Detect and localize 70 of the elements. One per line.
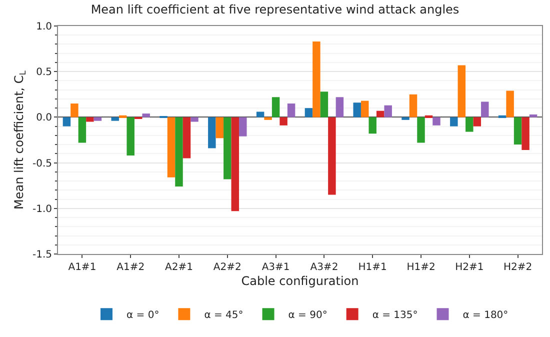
x-tick-label: A2#2 bbox=[213, 262, 242, 273]
bar bbox=[458, 65, 466, 118]
bar bbox=[514, 117, 522, 145]
bar bbox=[62, 117, 71, 126]
x-tick-label: A1#2 bbox=[116, 262, 145, 273]
bar bbox=[353, 102, 361, 118]
bar bbox=[118, 115, 127, 118]
bar bbox=[216, 117, 224, 138]
legend-label: α = 180° bbox=[462, 310, 508, 321]
bar bbox=[473, 117, 482, 126]
x-tick-label: H2#1 bbox=[455, 262, 484, 273]
x-tick-label: A2#1 bbox=[165, 262, 193, 273]
legend-label: α = 90° bbox=[288, 310, 328, 321]
legend-label: α = 45° bbox=[204, 310, 244, 321]
bar bbox=[384, 105, 392, 118]
bar bbox=[312, 42, 320, 118]
bar bbox=[360, 100, 369, 118]
bar bbox=[328, 117, 336, 195]
x-tick-label: A3#2 bbox=[310, 262, 338, 273]
x-tick-label: H2#2 bbox=[503, 262, 532, 273]
bar bbox=[376, 110, 384, 118]
bar bbox=[368, 117, 376, 134]
x-axis-title: Cable configuration bbox=[241, 274, 359, 288]
bar bbox=[239, 117, 247, 136]
bar bbox=[78, 117, 86, 143]
bar bbox=[522, 117, 530, 150]
bar bbox=[336, 97, 344, 118]
bar bbox=[231, 117, 240, 212]
bar bbox=[304, 108, 313, 118]
x-tick-label: H1#1 bbox=[358, 262, 387, 273]
x-tick-label: A3#1 bbox=[262, 262, 290, 273]
bar bbox=[432, 117, 440, 126]
bar bbox=[287, 104, 296, 118]
bar bbox=[224, 117, 232, 180]
x-tick-label: A1#1 bbox=[68, 262, 96, 273]
y-tick-label: -1.0 bbox=[32, 204, 52, 215]
bar bbox=[409, 94, 418, 118]
bar bbox=[498, 115, 506, 118]
y-tick-label: 0.0 bbox=[36, 112, 52, 124]
bar bbox=[190, 117, 198, 122]
bar bbox=[280, 117, 288, 126]
bar bbox=[182, 117, 191, 158]
bar bbox=[264, 117, 272, 120]
bar bbox=[450, 117, 458, 126]
y-tick-label: -0.5 bbox=[32, 158, 52, 170]
bar bbox=[94, 117, 102, 121]
y-tick-label: 1.0 bbox=[36, 22, 52, 32]
y-tick-label: 0.5 bbox=[36, 67, 52, 78]
x-tick-label: H1#2 bbox=[406, 262, 436, 273]
legend-label: α = 0° bbox=[126, 310, 160, 321]
bar bbox=[424, 115, 433, 118]
bar bbox=[70, 104, 78, 118]
bar bbox=[111, 117, 119, 121]
bar bbox=[417, 117, 425, 143]
bar bbox=[320, 92, 328, 118]
bar bbox=[256, 112, 264, 118]
bar bbox=[506, 90, 514, 118]
bar bbox=[481, 102, 489, 118]
y-tick-label: -1.5 bbox=[32, 250, 52, 260]
bar bbox=[142, 114, 150, 118]
bar bbox=[466, 117, 474, 132]
bar bbox=[272, 97, 280, 118]
bar bbox=[167, 117, 176, 178]
bar bbox=[402, 117, 410, 120]
legend-label: α = 135° bbox=[372, 310, 418, 321]
bar bbox=[86, 117, 94, 122]
chart-title: Mean lift coefficient at five representative wind attack angles bbox=[90, 2, 460, 16]
bar bbox=[208, 117, 216, 148]
bar bbox=[175, 117, 183, 187]
bar bbox=[126, 117, 134, 156]
